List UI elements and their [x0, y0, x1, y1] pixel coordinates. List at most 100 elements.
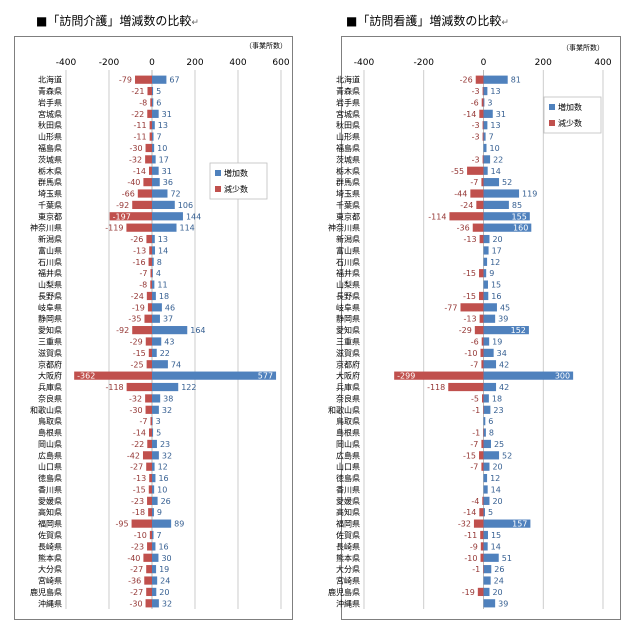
category-label: 鹿児島県 [30, 587, 62, 597]
decrease-bar [148, 257, 152, 266]
decrease-value-label: -30 [129, 144, 142, 153]
increase-bar [483, 337, 490, 346]
increase-value-label: 26 [161, 497, 171, 506]
decrease-value-label: -35 [128, 315, 141, 324]
decrease-bar [145, 394, 152, 403]
increase-bar [483, 382, 497, 392]
decrease-bar [149, 121, 152, 130]
decrease-value-label: -6 [471, 98, 479, 107]
decrease-bar [482, 394, 484, 403]
decrease-bar [482, 86, 484, 96]
increase-bar [483, 542, 488, 551]
increase-value-label: 7 [489, 133, 494, 142]
decrease-bar [150, 280, 152, 289]
increase-bar [483, 269, 487, 278]
increase-value-label: 17 [492, 246, 502, 255]
category-label: 石川県 [336, 258, 360, 267]
decrease-bar [150, 417, 152, 426]
decrease-value-label: -19 [132, 303, 145, 312]
increase-bar [152, 348, 157, 357]
decrease-value-label: -7 [470, 440, 478, 449]
x-tick-label: 400 [229, 58, 246, 68]
increase-bar [152, 109, 159, 118]
decrease-bar [480, 542, 484, 551]
decrease-value-label: -23 [131, 497, 144, 506]
decrease-bar [132, 200, 152, 210]
category-label: 愛媛県 [336, 496, 360, 506]
increase-bar [152, 451, 159, 460]
increase-value-label: 31 [162, 110, 172, 119]
decrease-value-label: -30 [129, 599, 142, 608]
decrease-bar [147, 542, 152, 551]
decrease-value-label: -3 [472, 87, 480, 96]
decrease-bar [482, 132, 484, 141]
decrease-bar [480, 553, 484, 562]
decrease-value-label: -114 [428, 212, 446, 221]
decrease-bar [481, 462, 484, 471]
category-label: 山梨県 [38, 280, 62, 290]
decrease-value-label: -19 [462, 588, 475, 597]
increase-value-label: 39 [498, 599, 508, 608]
legend-decrease-swatch [549, 120, 555, 126]
decrease-value-label: -27 [130, 588, 143, 597]
decrease-bar [479, 314, 484, 323]
increase-bar [483, 121, 488, 130]
increase-value-label: 24 [160, 577, 170, 586]
increase-bar [483, 576, 491, 585]
decrease-bar [479, 451, 484, 460]
increase-value-label: 577 [258, 372, 273, 381]
increase-bar [152, 382, 179, 392]
increase-bar [152, 405, 159, 414]
decrease-bar [146, 462, 152, 471]
increase-bar [483, 428, 486, 437]
increase-bar [152, 496, 158, 505]
decrease-value-label: -3 [472, 133, 480, 142]
increase-bar [483, 462, 490, 471]
decrease-bar [146, 234, 152, 244]
category-label: 兵庫県 [38, 382, 62, 392]
decrease-bar [394, 371, 484, 380]
legend-increase-label: 増加数 [558, 102, 582, 112]
increase-bar [483, 417, 486, 426]
decrease-bar [481, 360, 484, 369]
decrease-value-label: -14 [463, 508, 476, 517]
decrease-bar [149, 132, 152, 141]
increase-bar [483, 155, 491, 164]
increase-value-label: 30 [161, 554, 171, 563]
category-label: 群馬県 [38, 177, 62, 187]
category-label: 愛知県 [38, 325, 62, 335]
category-label: 埼玉県 [336, 189, 360, 199]
category-label: 兵庫県 [336, 382, 360, 392]
category-label: 福岡県 [38, 520, 62, 529]
decrease-bar [148, 485, 152, 494]
increase-value-label: 37 [163, 315, 173, 324]
category-label: 富山県 [38, 245, 62, 255]
chart-title: ■「訪問看護」増減数の比較↵ [346, 14, 509, 28]
decrease-value-label: -10 [134, 531, 147, 540]
increase-value-label: 7 [157, 133, 162, 142]
category-label: 山形県 [336, 132, 360, 142]
decrease-value-label: -9 [470, 542, 478, 551]
decrease-bar [479, 269, 484, 278]
decrease-bar [481, 178, 484, 187]
increase-bar [152, 223, 177, 232]
increase-value-label: 85 [512, 201, 522, 210]
increase-value-label: 72 [170, 190, 180, 199]
increase-bar [152, 508, 154, 517]
decrease-value-label: -32 [458, 520, 471, 529]
decrease-value-label: -18 [132, 508, 145, 517]
increase-bar [483, 451, 500, 460]
decrease-value-label: -118 [427, 383, 445, 392]
decrease-value-label: -24 [460, 201, 473, 210]
decrease-bar [109, 212, 152, 221]
category-label: 秋田県 [38, 120, 62, 130]
decrease-value-label: -42 [127, 451, 140, 460]
increase-bar [152, 371, 277, 380]
decrease-value-label: -1 [472, 565, 480, 574]
decrease-bar [147, 109, 152, 118]
increase-value-label: 22 [160, 349, 170, 358]
category-label: 鹿児島県 [328, 587, 360, 597]
category-label: 福岡県 [336, 520, 360, 529]
increase-bar [152, 576, 158, 585]
